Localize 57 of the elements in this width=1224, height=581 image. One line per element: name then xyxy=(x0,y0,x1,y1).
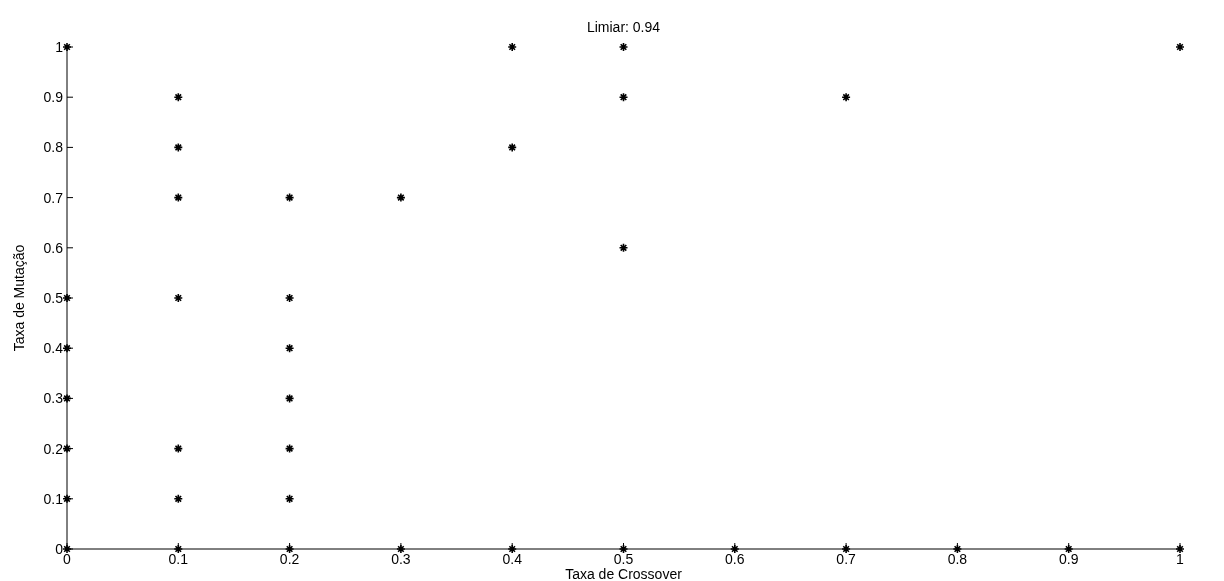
x-tick-label: 0.3 xyxy=(391,551,411,567)
point xyxy=(173,192,184,203)
point xyxy=(173,92,184,102)
x-tick-label: 0.9 xyxy=(1058,551,1079,567)
point xyxy=(284,443,295,454)
x-tick-label: 0.6 xyxy=(725,551,745,567)
point xyxy=(284,192,295,203)
y-tick-label: 0.2 xyxy=(43,440,64,457)
y-tick-label: 1 xyxy=(55,38,64,55)
point xyxy=(62,494,72,504)
point xyxy=(62,393,72,404)
y-tick-label: 0.4 xyxy=(43,340,64,357)
x-tick-label: 0.1 xyxy=(168,551,189,567)
point xyxy=(507,42,517,52)
point xyxy=(618,92,629,102)
point xyxy=(952,544,963,554)
point xyxy=(841,92,851,102)
point xyxy=(507,544,517,554)
x-tick-label: 0.5 xyxy=(613,551,634,567)
y-tick-label: 0.1 xyxy=(43,490,64,507)
point xyxy=(1175,42,1185,52)
chart-title: Limiar: 0.94 xyxy=(586,19,661,35)
point xyxy=(396,544,406,554)
point xyxy=(841,544,851,554)
x-axis-title: Taxa de Crossover xyxy=(565,566,683,581)
point xyxy=(730,544,740,554)
point xyxy=(62,443,72,454)
x-tick-label: 0.2 xyxy=(279,551,300,567)
point xyxy=(396,192,406,203)
point xyxy=(618,243,629,253)
point xyxy=(284,494,295,504)
point xyxy=(1063,544,1074,554)
point xyxy=(507,142,517,153)
point xyxy=(284,293,295,303)
point xyxy=(173,443,184,454)
y-tick-label: 0.8 xyxy=(43,139,64,156)
y-tick-label: 0.7 xyxy=(43,189,64,206)
y-tick-label: 0.3 xyxy=(43,390,64,407)
point xyxy=(173,142,184,153)
x-tick-label: 1 xyxy=(1176,551,1185,567)
x-tick-label: 0.4 xyxy=(502,551,523,567)
point xyxy=(173,293,184,303)
point xyxy=(284,544,295,554)
point xyxy=(284,393,295,404)
point xyxy=(284,343,295,353)
y-tick-label: 0.5 xyxy=(43,289,64,306)
x-tick-label: 0.8 xyxy=(947,551,968,567)
point xyxy=(62,343,72,353)
point xyxy=(618,42,629,52)
y-tick-label: 0.6 xyxy=(43,239,64,256)
y-tick-label: 0.9 xyxy=(43,89,64,106)
point xyxy=(173,494,184,504)
point xyxy=(618,544,629,554)
point xyxy=(62,293,72,303)
point xyxy=(173,544,184,554)
x-tick-label: 0.7 xyxy=(836,551,857,567)
y-axis-title: Taxa de Mutação xyxy=(11,244,27,352)
